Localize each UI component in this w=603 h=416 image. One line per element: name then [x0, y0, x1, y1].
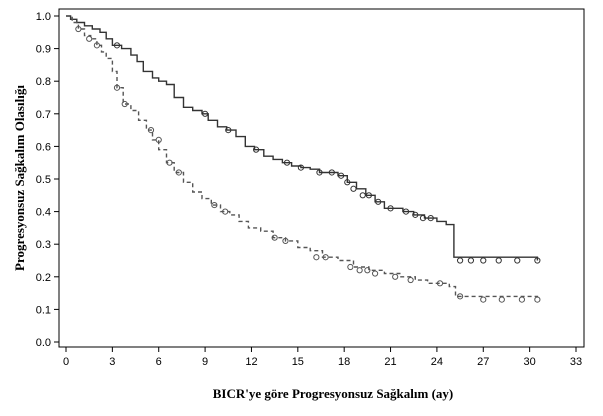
censor-mark-1	[456, 257, 464, 264]
y-tick-label: 0.8	[36, 76, 51, 88]
censor-mark-1	[365, 192, 373, 199]
censor-mark-2	[498, 296, 505, 303]
x-tick-label: 12	[245, 356, 257, 368]
censor-mark-2	[436, 280, 444, 287]
x-tick-label: 21	[384, 356, 396, 368]
y-axis-title: Progresyonsuz Sağkalım Olasılığı	[12, 85, 27, 271]
censor-mark-1	[344, 179, 351, 186]
censor-mark-2	[518, 296, 526, 303]
censor-mark-2	[407, 276, 414, 284]
censor-mark-1	[201, 110, 209, 117]
x-tick-label: 33	[570, 356, 582, 368]
censor-mark-2	[480, 296, 487, 303]
censor-mark-1	[534, 257, 541, 264]
censor-mark-2	[282, 237, 289, 245]
censor-mark-2	[86, 35, 93, 42]
y-tick-label: 0.9	[36, 44, 51, 56]
y-tick-label: 0.2	[36, 272, 51, 284]
censor-mark-1	[402, 208, 410, 215]
censor-mark-1	[316, 169, 323, 176]
censor-mark-2	[155, 136, 162, 143]
censor-mark-1	[480, 257, 487, 264]
y-tick-label: 0.3	[36, 239, 51, 251]
censor-mark-1	[412, 211, 419, 218]
x-tick-label: 30	[524, 356, 536, 368]
censor-mark-1	[387, 205, 394, 212]
x-tick-label: 18	[338, 356, 350, 368]
y-tick-label: 0.0	[36, 337, 51, 349]
censor-mark-1	[495, 257, 502, 264]
x-tick-label: 27	[477, 356, 489, 368]
x-axis: 0 3 6 9 12 15 18 21 24 27 30 33	[63, 347, 582, 368]
censor-mark-2	[322, 254, 329, 261]
censor-mark-2	[93, 42, 101, 49]
censor-mark-1	[283, 159, 291, 166]
y-tick-label: 1.0	[36, 11, 51, 23]
censor-mark-2	[166, 159, 173, 166]
censor-mark-1	[328, 169, 335, 176]
censor-mark-1	[427, 215, 434, 222]
censor-mark-2	[371, 270, 379, 277]
censor-mark-2	[113, 84, 121, 91]
censor-mark-1	[225, 127, 232, 134]
censor-mark-1	[467, 257, 475, 264]
series-line-2	[66, 15, 539, 300]
y-tick-label: 0.1	[36, 304, 51, 316]
censor-mark-1	[297, 164, 305, 171]
x-axis-title: BICR'ye göre Progresyonsuz Sağkalım (ay)	[213, 386, 454, 401]
censor-mark-2	[121, 100, 128, 108]
censor-mark-2	[534, 296, 541, 303]
x-tick-label: 0	[63, 356, 69, 368]
censor-mark-1	[113, 42, 121, 49]
censor-mark-2	[364, 267, 371, 274]
censor-mark-2	[211, 201, 218, 209]
x-tick-label: 3	[109, 356, 115, 368]
censor-mark-2	[75, 25, 82, 33]
censor-mark-2	[456, 293, 464, 300]
censor-mark-2	[347, 263, 354, 271]
y-axis: 0.0 0.1 0.2 0.3 0.4 0.5 0.6 0.7 0.8 0.9 1.0	[36, 11, 59, 349]
censor-mark-2	[392, 273, 399, 280]
censor-mark-2	[313, 254, 320, 261]
censor-mark-2	[147, 127, 155, 134]
x-tick-label: 24	[431, 356, 443, 368]
series-layer	[66, 15, 541, 303]
plot-area-frame	[58, 8, 585, 348]
series-line-1	[66, 15, 539, 261]
y-tick-label: 0.7	[36, 109, 51, 121]
censor-mark-2	[222, 208, 229, 215]
censor-mark-1	[252, 146, 260, 153]
censor-mark-1	[419, 215, 427, 222]
y-tick-label: 0.4	[36, 207, 51, 219]
censor-mark-1	[337, 172, 345, 179]
censor-mark-1	[359, 192, 366, 199]
y-tick-label: 0.5	[36, 174, 51, 186]
censor-mark-2	[175, 169, 182, 176]
y-tick-label: 0.6	[36, 141, 51, 153]
censor-mark-1	[375, 198, 382, 205]
x-tick-label: 6	[156, 356, 162, 368]
x-tick-label: 9	[202, 356, 208, 368]
censor-mark-2	[356, 267, 363, 274]
censor-mark-2	[271, 234, 278, 241]
censor-mark-1	[514, 257, 521, 264]
censor-mark-1	[350, 185, 357, 192]
x-tick-label: 15	[292, 356, 304, 368]
